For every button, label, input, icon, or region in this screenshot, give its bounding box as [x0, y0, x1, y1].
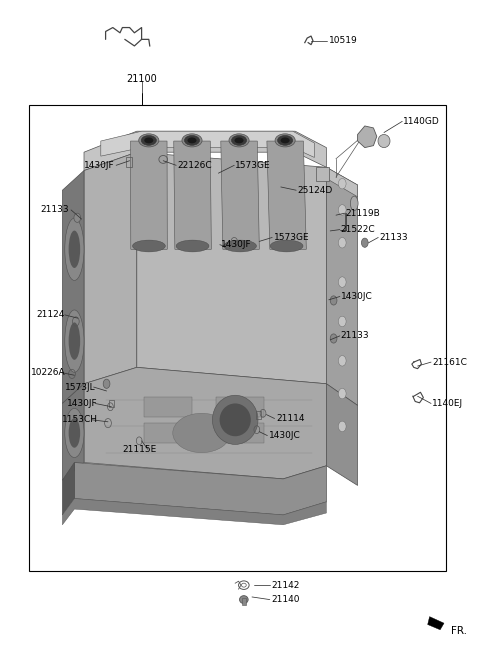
Polygon shape	[221, 141, 259, 249]
Text: 10226A: 10226A	[31, 368, 66, 377]
Text: 21100: 21100	[126, 73, 157, 84]
Bar	[109, 400, 114, 407]
Ellipse shape	[277, 136, 293, 146]
Circle shape	[330, 296, 337, 305]
Ellipse shape	[176, 240, 209, 252]
Ellipse shape	[281, 138, 289, 144]
Bar	[126, 157, 132, 167]
Ellipse shape	[219, 403, 251, 436]
Ellipse shape	[212, 395, 258, 445]
Polygon shape	[101, 131, 314, 157]
Polygon shape	[326, 167, 358, 197]
Text: 21133: 21133	[341, 331, 370, 340]
Ellipse shape	[141, 136, 156, 146]
Ellipse shape	[132, 240, 165, 252]
Polygon shape	[62, 384, 84, 480]
Ellipse shape	[224, 240, 256, 252]
Ellipse shape	[188, 138, 196, 144]
Circle shape	[338, 237, 346, 248]
Bar	[256, 411, 261, 419]
Ellipse shape	[275, 134, 295, 147]
Text: 21133: 21133	[379, 233, 408, 242]
Ellipse shape	[235, 138, 243, 144]
Text: 1430JF: 1430JF	[84, 161, 115, 170]
Text: 22126C: 22126C	[178, 161, 212, 170]
Polygon shape	[144, 397, 192, 417]
Polygon shape	[84, 152, 137, 384]
Bar	[242, 598, 246, 605]
Circle shape	[338, 205, 346, 215]
Text: 10519: 10519	[329, 36, 358, 45]
Circle shape	[338, 178, 346, 189]
Text: 1153CH: 1153CH	[62, 415, 98, 424]
Polygon shape	[84, 131, 326, 171]
Ellipse shape	[139, 134, 159, 147]
Polygon shape	[84, 367, 326, 479]
Text: 1140EJ: 1140EJ	[432, 399, 463, 408]
Polygon shape	[326, 167, 358, 405]
Ellipse shape	[240, 596, 248, 604]
Polygon shape	[62, 499, 326, 525]
Text: 21161C: 21161C	[432, 358, 467, 367]
Text: FR.: FR.	[451, 626, 467, 636]
Bar	[316, 167, 329, 181]
Bar	[29, 105, 446, 571]
Polygon shape	[131, 141, 167, 249]
Text: 21522C: 21522C	[341, 225, 375, 234]
Ellipse shape	[65, 408, 84, 458]
Circle shape	[361, 238, 368, 247]
Text: 1430JC: 1430JC	[341, 292, 372, 301]
Text: 1140GD: 1140GD	[403, 117, 440, 126]
Text: 1573JL: 1573JL	[65, 382, 96, 392]
Text: 1573GE: 1573GE	[235, 161, 271, 170]
Text: 21115E: 21115E	[122, 445, 156, 454]
Circle shape	[338, 277, 346, 287]
Ellipse shape	[350, 196, 358, 211]
Ellipse shape	[182, 134, 202, 147]
Circle shape	[338, 356, 346, 366]
Text: 21119B: 21119B	[346, 209, 380, 218]
Ellipse shape	[69, 322, 80, 359]
Polygon shape	[358, 126, 377, 148]
Ellipse shape	[184, 136, 200, 146]
Text: 25124D: 25124D	[298, 186, 333, 195]
Ellipse shape	[231, 136, 247, 146]
Text: 21140: 21140	[271, 595, 300, 604]
Polygon shape	[62, 462, 74, 515]
Circle shape	[103, 379, 110, 388]
Circle shape	[338, 388, 346, 399]
Ellipse shape	[173, 413, 230, 453]
Polygon shape	[216, 423, 264, 443]
Ellipse shape	[229, 134, 249, 147]
Ellipse shape	[378, 134, 390, 148]
Polygon shape	[267, 141, 306, 249]
Ellipse shape	[69, 231, 80, 268]
Polygon shape	[62, 171, 84, 403]
Polygon shape	[144, 423, 192, 443]
Text: 1573GE: 1573GE	[274, 233, 309, 242]
Ellipse shape	[270, 240, 303, 252]
Polygon shape	[74, 462, 326, 515]
Circle shape	[338, 316, 346, 327]
Text: 1430JF: 1430JF	[67, 399, 98, 408]
Circle shape	[330, 334, 337, 343]
Text: 21142: 21142	[271, 581, 300, 590]
Circle shape	[338, 421, 346, 432]
Ellipse shape	[65, 218, 84, 281]
Polygon shape	[428, 617, 444, 630]
Circle shape	[74, 213, 81, 222]
Polygon shape	[216, 397, 264, 417]
Text: 1430JF: 1430JF	[221, 240, 252, 249]
Ellipse shape	[69, 419, 80, 447]
Polygon shape	[326, 384, 358, 485]
Text: 21124: 21124	[36, 310, 64, 319]
Polygon shape	[174, 141, 211, 249]
Polygon shape	[137, 152, 326, 384]
Ellipse shape	[65, 310, 84, 373]
Ellipse shape	[144, 138, 153, 144]
Text: 1430JC: 1430JC	[269, 431, 300, 440]
Text: 21133: 21133	[41, 205, 70, 215]
Text: 21114: 21114	[276, 414, 304, 423]
